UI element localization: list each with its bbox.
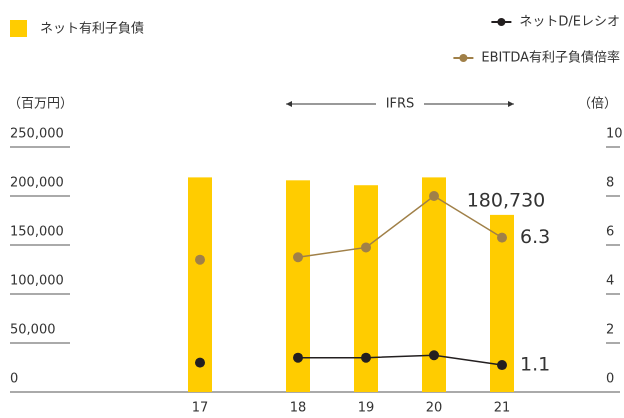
y2-tick-label: 6 bbox=[606, 225, 614, 240]
line bbox=[298, 354, 503, 366]
y-tick-label: 50,000 bbox=[10, 323, 56, 338]
y2-axis-label: （倍） bbox=[578, 97, 617, 112]
y-tick-label: 250,000 bbox=[10, 127, 64, 142]
x-tick-label: 18 bbox=[290, 401, 307, 416]
legend-marker bbox=[497, 18, 506, 26]
legend-marker bbox=[459, 54, 468, 62]
point bbox=[429, 191, 439, 201]
point bbox=[497, 360, 507, 371]
arrow-head bbox=[286, 101, 292, 107]
x-tick-label: 21 bbox=[494, 401, 511, 416]
y2-tick-label: 4 bbox=[606, 274, 614, 289]
value-label: 6.3 bbox=[520, 226, 550, 248]
bar bbox=[188, 177, 212, 392]
legend-label: ネット有利子負債 bbox=[40, 22, 144, 37]
arrow-head bbox=[508, 101, 514, 107]
point bbox=[497, 232, 507, 243]
x-tick-label: 17 bbox=[192, 401, 209, 416]
y2-tick-label: 2 bbox=[606, 323, 614, 338]
y2-tick-label: 8 bbox=[606, 176, 614, 191]
y-tick-label: 0 bbox=[10, 372, 18, 387]
value-label: 1.1 bbox=[520, 354, 550, 376]
y-axis-label: （百万円） bbox=[8, 97, 73, 112]
legend-label: EBITDA有利子負債倍率 bbox=[481, 50, 620, 66]
point bbox=[429, 350, 439, 361]
point bbox=[293, 352, 303, 363]
point bbox=[293, 252, 303, 263]
legend-swatch bbox=[10, 20, 27, 37]
annotation: IFRS bbox=[386, 97, 415, 112]
point bbox=[195, 254, 205, 265]
y-tick-label: 150,000 bbox=[10, 225, 64, 240]
point bbox=[195, 357, 205, 368]
y2-tick-label: 0 bbox=[606, 372, 614, 387]
point bbox=[361, 352, 371, 363]
y2-tick-label: 10 bbox=[606, 127, 623, 142]
y-tick-label: 200,000 bbox=[10, 176, 64, 191]
x-tick-label: 19 bbox=[358, 401, 375, 416]
x-tick-label: 20 bbox=[426, 401, 443, 416]
value-label: 180,730 bbox=[467, 189, 546, 211]
point bbox=[361, 242, 371, 253]
y-tick-label: 100,000 bbox=[10, 274, 64, 289]
legend-label: ネットD/Eレシオ bbox=[519, 15, 620, 30]
line bbox=[297, 195, 503, 258]
